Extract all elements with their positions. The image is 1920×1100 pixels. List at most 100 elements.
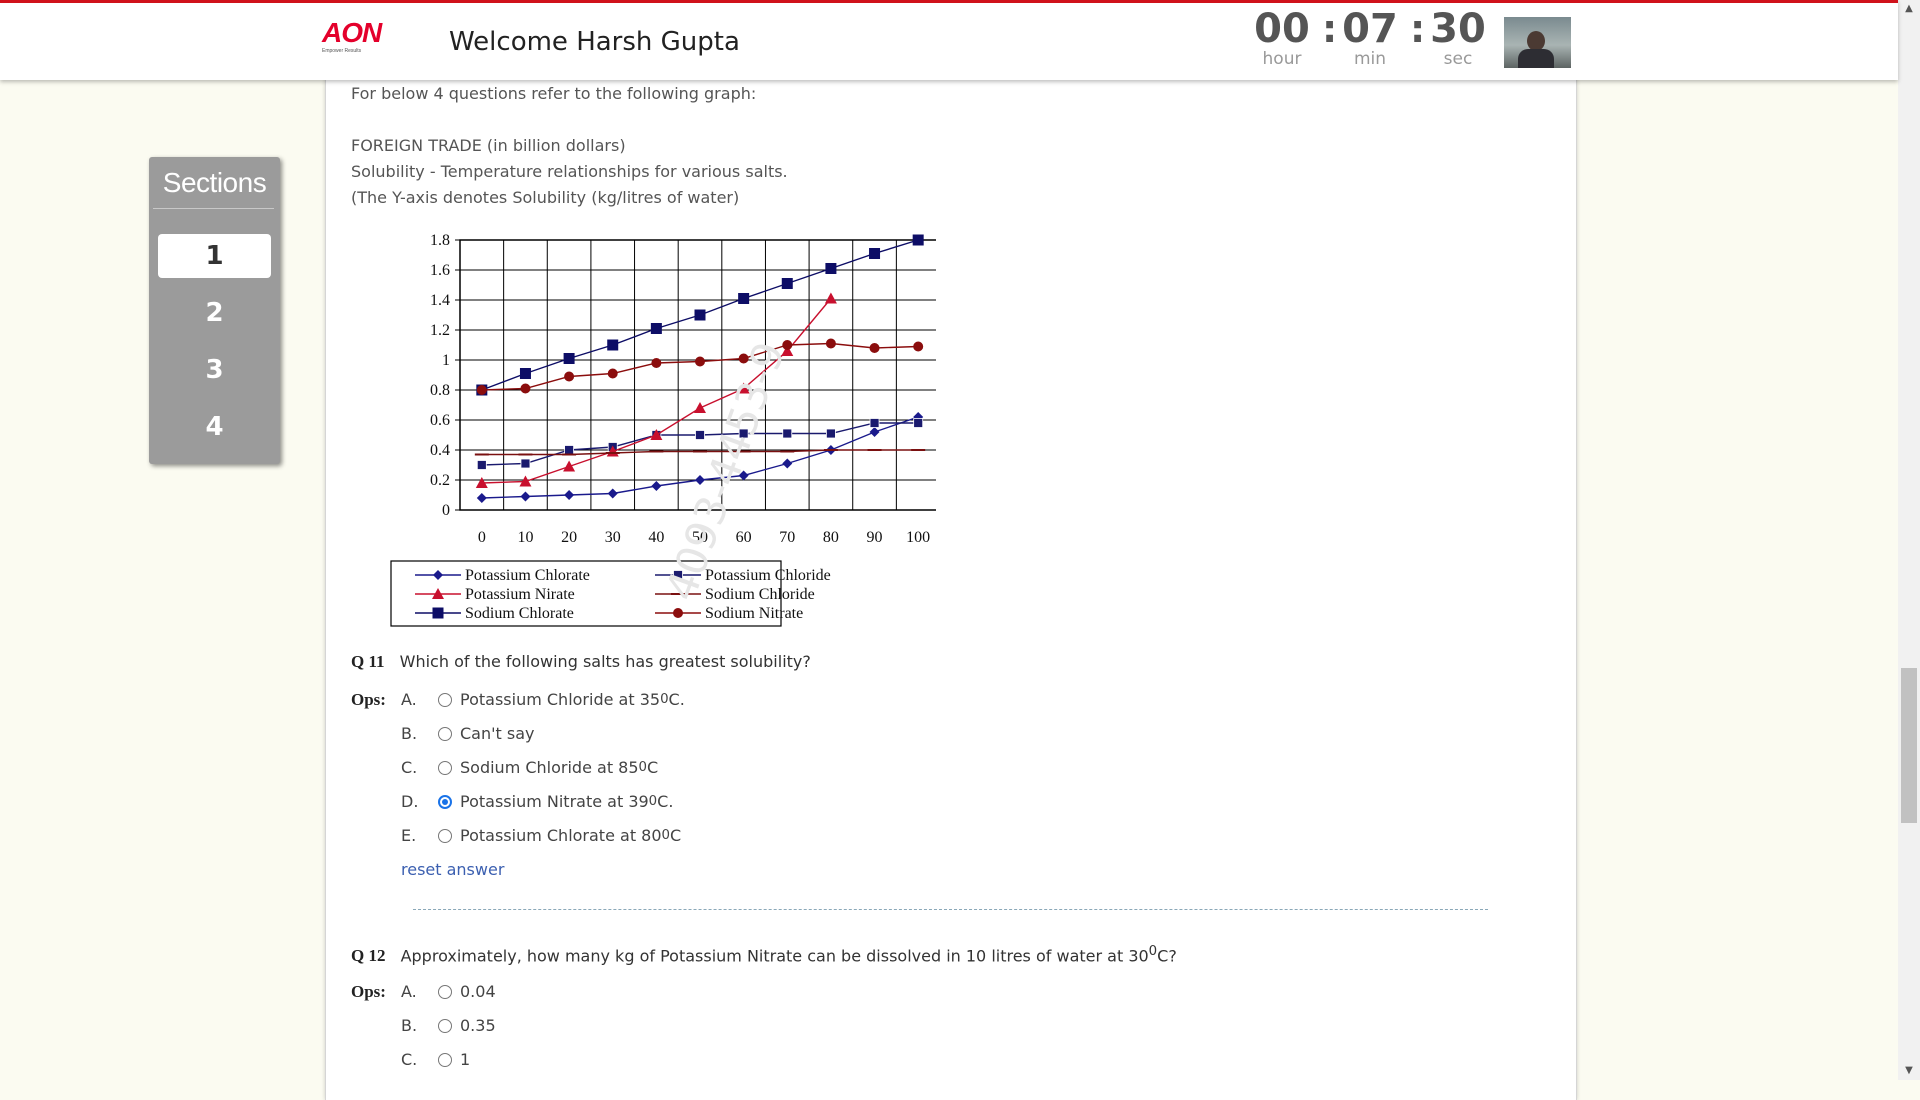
q12-option-a[interactable]: 0.04 (438, 982, 496, 1001)
data-point-sodium-chlorate (738, 293, 750, 304)
question-content: For below 4 questions refer to the follo… (325, 70, 1577, 1100)
q12-option-b-radio[interactable] (438, 1018, 452, 1033)
q12-option-b-text: 0.35 (460, 1016, 496, 1035)
data-point-sodium-nitrate (782, 340, 793, 350)
data-point-sodium-nitrate (520, 383, 531, 394)
q12-row: Q 12 Approximately, how many kg of Potas… (351, 944, 1177, 966)
x-tick-label: 10 (517, 529, 533, 546)
q11-option-a-radio[interactable] (438, 692, 452, 707)
legend-label: Sodium Nitrate (705, 605, 803, 622)
data-point-potassium-chlorate (869, 427, 880, 437)
data-point-potassium-chlorate (564, 490, 575, 500)
series-potassium-chloride (476, 418, 924, 470)
scroll-down-arrow-icon[interactable]: ▼ (1905, 1065, 1913, 1076)
section-1-button[interactable]: 1 (158, 234, 271, 278)
q11-option-d-radio[interactable] (438, 794, 452, 809)
q11-option-c[interactable]: Sodium Chloride at 85 0 C (438, 758, 658, 777)
data-point-potassium-chlorate (476, 493, 487, 503)
y-tick-label: 0.8 (430, 382, 450, 399)
data-point-sodium-nitrate (738, 353, 749, 364)
q11-option-a[interactable]: Potassium Chloride at 35 0 C. (438, 690, 685, 709)
q12-text: Approximately, how many kg of Potassium … (400, 946, 1149, 966)
data-point-potassium-chloride (913, 418, 924, 428)
x-tick-label: 100 (906, 529, 930, 546)
q11-option-e[interactable]: Potassium Chlorate at 80 0 C (438, 826, 681, 845)
q11-option-c-radio[interactable] (438, 760, 452, 775)
countdown-timer: 00 : 07 : 30 hour min sec (1252, 5, 1492, 75)
q12-option-c-radio[interactable] (438, 1052, 452, 1067)
data-point-sodium-chlorate (519, 368, 531, 379)
q11-option-e-sup: 0 (661, 828, 671, 843)
q11-option-b-text: Can't say (460, 724, 535, 743)
y-tick-label: 0.6 (430, 412, 450, 429)
q11-option-e-radio[interactable] (438, 828, 452, 843)
scroll-up-arrow-icon[interactable]: ▲ (1905, 3, 1913, 14)
timer-minutes: 07 (1342, 6, 1398, 52)
q11-text: Which of the following salts has greates… (399, 652, 811, 671)
plot-frame (459, 239, 941, 511)
data-point-potassium-chloride (738, 428, 749, 439)
data-point-sodium-chlorate (650, 323, 662, 334)
passage-line-2: Solubility - Temperature relationships f… (351, 162, 788, 181)
welcome-text: Welcome Harsh Gupta (449, 27, 740, 57)
solubility-chart: 0 0.2 0.4 0.6 0.8 1 1.2 1.4 1.6 1.8 0 10 20 30 40 50 60 7… (376, 218, 941, 683)
timer-separator: : (1322, 7, 1338, 51)
data-point-sodium-chlorate (563, 353, 575, 364)
legend-label: Potassium Chlorate (465, 567, 590, 584)
q11-option-b[interactable]: Can't say (438, 724, 534, 743)
legend-swatch-marker (673, 570, 683, 580)
scroll-thumb[interactable] (1901, 668, 1917, 823)
y-tick-label: 1.2 (430, 322, 450, 339)
timer-seconds: 30 (1430, 6, 1486, 52)
data-point-potassium-chloride (782, 428, 793, 439)
data-point-potassium-chloride (520, 458, 531, 469)
q12-option-b[interactable]: 0.35 (438, 1016, 496, 1035)
q11-option-a-text: Potassium Chloride at 35 (460, 690, 661, 709)
q11-ops-label: Ops: (351, 690, 386, 709)
webcam-avatar (1504, 17, 1571, 68)
q12-option-c[interactable]: 1 (438, 1050, 470, 1069)
series-sodium-nitrate (476, 338, 924, 395)
data-point-potassium-chlorate (695, 475, 705, 485)
q12-number: Q 12 (351, 946, 386, 966)
legend-swatch-marker (433, 570, 443, 580)
data-point-sodium-nitrate (825, 338, 836, 349)
passage-line-1: FOREIGN TRADE (in billion dollars) (351, 136, 626, 155)
q11-option-e-text: Potassium Chlorate at 80 (460, 826, 662, 845)
x-tick-label: 60 (736, 529, 752, 546)
q12-unit: C? (1157, 946, 1177, 966)
reset-answer-link[interactable]: reset answer (401, 860, 505, 879)
q12-option-a-radio[interactable] (438, 984, 452, 999)
data-point-sodium-nitrate (913, 341, 924, 352)
x-tick-label: 50 (692, 529, 708, 546)
legend-swatch-marker (673, 608, 683, 618)
legend-label: Sodium Chlorate (465, 605, 574, 622)
q11-option-e-unit: C (670, 826, 682, 845)
q11-option-a-sup: 0 (660, 692, 669, 707)
data-point-potassium-nirate (563, 460, 576, 472)
data-point-potassium-nirate (737, 382, 750, 394)
section-2-button[interactable]: 2 (205, 298, 224, 328)
x-tick-label: 40 (648, 529, 664, 546)
data-point-sodium-nitrate (695, 356, 705, 367)
data-point-potassium-chloride (826, 428, 836, 439)
section-3-button[interactable]: 3 (205, 355, 224, 385)
logo-tagline: Empower Results (322, 48, 362, 54)
q12-option-b-letter: B. (401, 1016, 418, 1035)
data-point-potassium-chlorate (738, 470, 749, 481)
section-4-button[interactable]: 4 (205, 412, 224, 442)
passage-line-3: (The Y-axis denotes Solubility (kg/litre… (351, 188, 740, 207)
q11-option-d[interactable]: Potassium Nitrate at 39 0 C. (438, 792, 673, 811)
data-point-potassium-chlorate (651, 481, 662, 491)
data-point-potassium-chlorate (520, 491, 531, 502)
y-tick-label: 0.2 (430, 472, 450, 489)
data-point-potassium-chlorate (607, 488, 618, 499)
data-point-sodium-nitrate (651, 358, 662, 368)
legend-label: Potassium Chloride (705, 567, 831, 584)
page-scrollbar[interactable]: ▲ ▼ (1898, 0, 1920, 1080)
chart-svg: 0 0.2 0.4 0.6 0.8 1 1.2 1.4 1.6 1.8 0 10 20 30 40 50 60 7… (390, 232, 941, 627)
series-potassium-nirate (475, 292, 837, 488)
q11-option-b-radio[interactable] (438, 726, 452, 741)
q11-option-c-sup: 0 (638, 760, 648, 775)
top-bar: AON Empower Results Welcome Harsh Gupta … (0, 0, 1898, 80)
